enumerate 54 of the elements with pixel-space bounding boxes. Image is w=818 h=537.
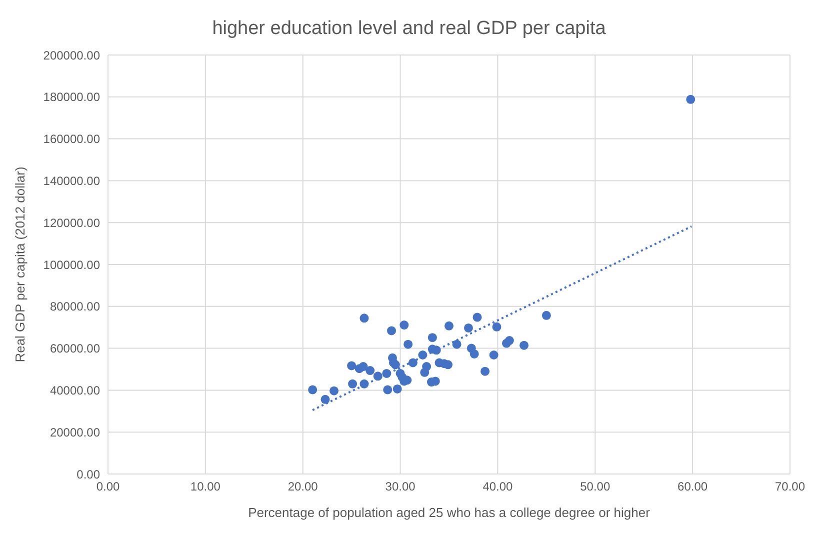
x-tick-label: 20.00	[288, 480, 318, 494]
point	[400, 320, 409, 330]
point	[504, 336, 514, 346]
point	[382, 368, 392, 378]
chart-title: higher education level and real GDP per capita	[211, 17, 607, 41]
point	[444, 321, 454, 330]
point	[360, 379, 369, 388]
y-tick-label: 140000.00	[43, 174, 100, 188]
y-tick-label: 200000.00	[43, 48, 100, 62]
point	[358, 362, 368, 372]
point	[452, 340, 462, 349]
y-tick-label: 180000.00	[43, 90, 100, 104]
y-tick-label: 100000.00	[43, 258, 100, 272]
point	[366, 366, 375, 376]
point	[383, 385, 392, 394]
x-tick-label: 70.00	[774, 480, 806, 494]
point	[480, 366, 490, 376]
y-tick-label: 60000.00	[50, 342, 100, 356]
point	[489, 350, 498, 360]
point	[360, 314, 369, 323]
y-tick-label: 20000.00	[50, 425, 100, 440]
point	[464, 323, 473, 332]
x-tick-label: 30.00	[385, 480, 416, 494]
point	[470, 349, 479, 358]
point	[418, 350, 428, 360]
point	[387, 326, 396, 336]
point	[308, 385, 318, 394]
y-tick-label: 80000.00	[50, 300, 100, 314]
point	[404, 340, 413, 349]
y-tick-label: 40000.00	[50, 383, 100, 398]
y-tick-label: 160000.00	[43, 132, 100, 146]
point	[428, 333, 437, 342]
x-axis-title: Percentage of population aged 25 who has a college degree or higher	[248, 505, 651, 520]
point	[320, 394, 330, 404]
x-tick-label: 60.00	[678, 480, 708, 494]
x-tick-label: 40.00	[482, 480, 514, 494]
point	[408, 358, 418, 368]
x-tick-label: 10.00	[190, 480, 221, 494]
x-tick-label: 50.00	[580, 480, 610, 494]
point	[472, 312, 482, 322]
y-tick-label: 120000.00	[43, 216, 100, 230]
x-tick-label: 0.00	[96, 480, 120, 494]
point	[492, 322, 502, 332]
point	[520, 340, 529, 350]
point	[348, 379, 358, 388]
point	[392, 384, 402, 394]
point	[330, 386, 339, 396]
point	[686, 94, 696, 104]
y-tick-label: 0.00	[76, 467, 100, 482]
point	[542, 310, 551, 320]
point	[347, 361, 356, 370]
y-axis-title: Real GDP per capita (2012 dollar)	[12, 166, 28, 362]
point	[373, 372, 382, 381]
point	[422, 362, 432, 372]
